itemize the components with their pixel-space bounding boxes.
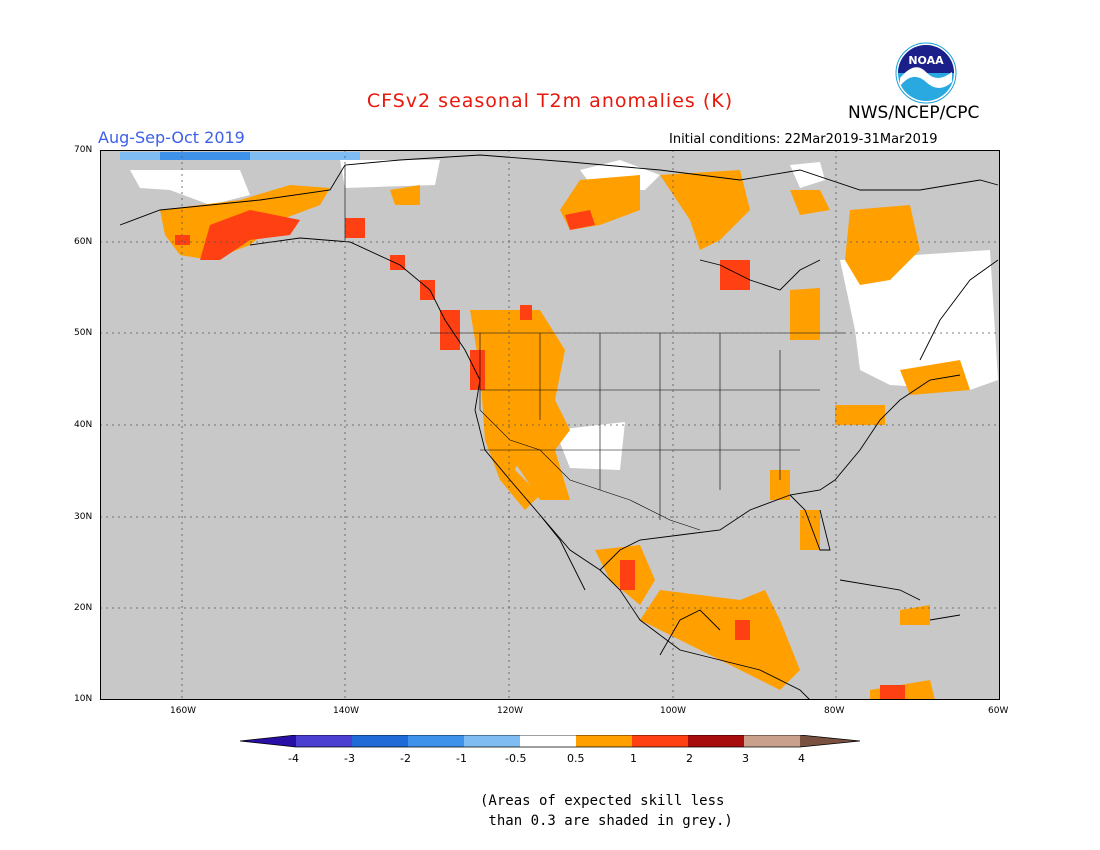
colorbar-segment — [296, 735, 352, 747]
colorbar-tick-label: 3 — [742, 752, 749, 765]
map-title: CFSv2 seasonal T2m anomalies (K) — [366, 90, 734, 112]
lon-label: 140W — [333, 706, 360, 716]
map-canvas — [100, 150, 1000, 701]
colorbar-tick-label: 1 — [630, 752, 637, 765]
colorbar-tick-label: 4 — [798, 752, 805, 765]
lat-label: 40N — [74, 420, 93, 430]
agency-label: NWS/NCEP/CPC — [848, 103, 980, 123]
colorbar-tick-label: -1 — [456, 752, 467, 765]
positive-anomaly-areas — [160, 170, 970, 700]
strong-positive-anomaly-areas — [175, 210, 905, 700]
colorbar — [240, 735, 861, 748]
colorbar-tick-label: -3 — [344, 752, 355, 765]
colorbar-segment — [408, 735, 464, 747]
lon-label: 120W — [497, 706, 524, 716]
lat-label: 10N — [74, 694, 93, 704]
colorbar-segment — [520, 735, 576, 747]
lon-label: 80W — [824, 706, 845, 716]
lat-label: 20N — [74, 603, 93, 613]
neutral-anomaly-areas — [130, 160, 998, 470]
noaa-logo-icon: NOAA — [895, 42, 957, 104]
lon-label: 60W — [988, 706, 1009, 716]
graticule — [100, 150, 1000, 700]
colorbar-segment — [800, 735, 860, 747]
colorbar-tick-label: -2 — [400, 752, 411, 765]
colorbar-segment — [240, 735, 296, 747]
colorbar-tick-label: 2 — [686, 752, 693, 765]
forecast-period: Aug-Sep-Oct 2019 — [98, 128, 245, 147]
skill-note-line: (Areas of expected skill less — [480, 793, 725, 809]
negative-anomaly-areas — [120, 152, 360, 160]
lat-label: 70N — [74, 145, 93, 155]
lat-label: 50N — [74, 328, 93, 338]
colorbar-segment — [576, 735, 632, 747]
political-borders — [344, 165, 845, 531]
colorbar-tick-label: -4 — [288, 752, 299, 765]
colorbar-segment — [352, 735, 408, 747]
noaa-logo-text: NOAA — [908, 54, 944, 67]
anomaly-map — [100, 150, 1000, 701]
skill-note: (Areas of expected skill less than 0.3 a… — [480, 791, 733, 831]
initial-conditions: Initial conditions: 22Mar2019-31Mar2019 — [669, 132, 938, 147]
map-frame — [100, 150, 1000, 700]
colorbar-tick-label: -0.5 — [505, 752, 527, 765]
colorbar-segment — [464, 735, 520, 747]
lat-label: 60N — [74, 237, 93, 247]
colorbar-tick-label: 0.5 — [567, 752, 585, 765]
coastlines — [119, 154, 999, 701]
lon-label: 160W — [170, 706, 197, 716]
lat-label: 30N — [74, 512, 93, 522]
colorbar-segment — [688, 735, 744, 747]
colorbar-segment — [632, 735, 688, 747]
skill-note-line: than 0.3 are shaded in grey.) — [480, 813, 733, 829]
colorbar-segment — [744, 735, 800, 747]
lon-label: 100W — [660, 706, 687, 716]
